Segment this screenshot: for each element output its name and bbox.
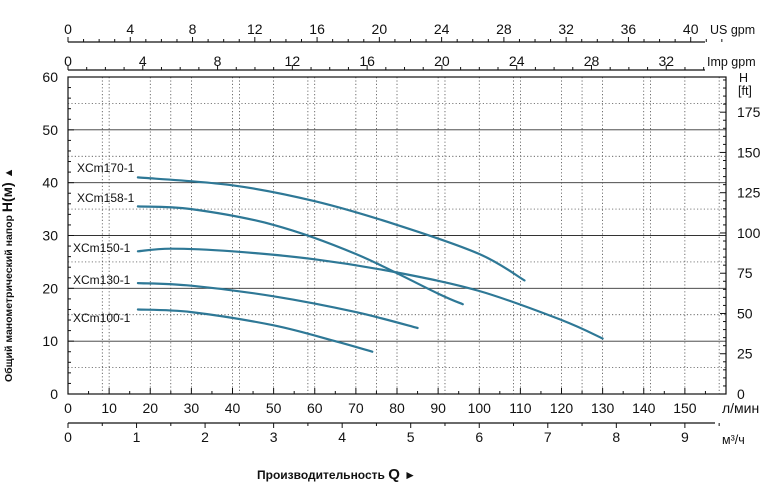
series-label-xcm158-1: XCm158-1 bbox=[77, 191, 135, 205]
us-gpm-tick-label: 28 bbox=[496, 21, 512, 37]
imp-gpm-unit-label: Imp gpm bbox=[707, 55, 756, 69]
m3h-tick-label: 9 bbox=[681, 429, 689, 445]
ft-axis-tick-label: 175 bbox=[737, 104, 761, 120]
curve-xcm100-1 bbox=[136, 308, 374, 353]
us-gpm-tick-label: 20 bbox=[372, 21, 388, 37]
x-axis-tick-label: 0 bbox=[64, 400, 72, 416]
x-axis-tick-label: 40 bbox=[225, 400, 241, 416]
imp-gpm-tick-label: 20 bbox=[434, 53, 450, 69]
x-axis-tick-label: 110 bbox=[509, 400, 532, 416]
imp-gpm-tick-label: 24 bbox=[509, 53, 525, 69]
x-axis-tick-label: 90 bbox=[430, 400, 446, 416]
x-axis-tick-label: 30 bbox=[184, 400, 200, 416]
us-gpm-tick-label: 32 bbox=[558, 21, 574, 37]
y-axis-tick-label: 30 bbox=[42, 228, 58, 244]
imp-gpm-tick-label: 32 bbox=[658, 53, 674, 69]
curve-xcm170-1 bbox=[136, 176, 526, 282]
ft-axis-tick-label: 150 bbox=[737, 144, 761, 160]
x-axis-unit-label: л/мин bbox=[722, 400, 759, 416]
y-axis-tick-label: 20 bbox=[42, 280, 58, 296]
imp-gpm-tick-label: 8 bbox=[214, 53, 222, 69]
y-axis-tick-label: 60 bbox=[42, 69, 58, 85]
y-axis-tick-label: 0 bbox=[50, 386, 58, 402]
x-axis-tick-label: 20 bbox=[142, 400, 158, 416]
x-axis-tick-label: 150 bbox=[673, 400, 697, 416]
series-label-xcm170-1: XCm170-1 bbox=[77, 161, 135, 175]
ft-axis-tick-label: 75 bbox=[737, 265, 753, 281]
x-axis-tick-label: 140 bbox=[632, 400, 656, 416]
us-gpm-tick-label: 36 bbox=[621, 21, 637, 37]
us-gpm-unit-label: US gpm bbox=[710, 23, 755, 37]
us-gpm-tick-label: 8 bbox=[189, 21, 197, 37]
x-axis-tick-label: 80 bbox=[389, 400, 405, 416]
imp-gpm-tick-label: 16 bbox=[359, 53, 375, 69]
ft-axis-tick-label: 50 bbox=[737, 305, 753, 321]
series-label-xcm100-1: XCm100-1 bbox=[73, 311, 131, 325]
y-axis-tick-label: 10 bbox=[42, 333, 58, 349]
imp-gpm-tick-label: 4 bbox=[139, 53, 147, 69]
x-axis-tick-label: 50 bbox=[266, 400, 282, 416]
y-axis-title: Общий манометрический напор H(м) ▲ bbox=[0, 168, 15, 382]
imp-gpm-tick-label: 28 bbox=[584, 53, 600, 69]
x-axis-tick-label: 10 bbox=[101, 400, 117, 416]
curve-xcm158-1 bbox=[136, 205, 464, 306]
ft-axis-tick-label: 0 bbox=[737, 386, 745, 402]
m3h-tick-label: 4 bbox=[338, 429, 346, 445]
us-gpm-tick-label: 40 bbox=[683, 21, 699, 37]
m3h-tick-label: 8 bbox=[612, 429, 620, 445]
x-axis-tick-label: 130 bbox=[591, 400, 615, 416]
x-axis-tick-label: 70 bbox=[348, 400, 364, 416]
ft-axis-unit-label: H bbox=[739, 71, 748, 85]
x-axis-tick-label: 60 bbox=[307, 400, 323, 416]
us-gpm-tick-label: 12 bbox=[247, 21, 263, 37]
imp-gpm-tick-label: 12 bbox=[285, 53, 301, 69]
m3h-unit-label: м³/ч bbox=[722, 433, 745, 447]
imp-gpm-tick-label: 0 bbox=[64, 53, 72, 69]
ft-axis-tick-label: 125 bbox=[737, 185, 761, 201]
m3h-tick-label: 3 bbox=[270, 429, 278, 445]
us-gpm-tick-label: 16 bbox=[309, 21, 325, 37]
m3h-tick-label: 7 bbox=[544, 429, 552, 445]
y-axis-tick-label: 40 bbox=[42, 175, 58, 191]
m3h-tick-label: 2 bbox=[201, 429, 209, 445]
y-axis-tick-label: 50 bbox=[42, 122, 58, 138]
series-label-xcm130-1: XCm130-1 bbox=[73, 273, 131, 287]
us-gpm-tick-label: 24 bbox=[434, 21, 450, 37]
us-gpm-tick-label: 4 bbox=[126, 21, 134, 37]
ft-axis-unit-label: [ft] bbox=[738, 84, 752, 98]
ft-axis-tick-label: 25 bbox=[737, 346, 753, 362]
m3h-tick-label: 5 bbox=[407, 429, 415, 445]
ft-axis-tick-label: 100 bbox=[737, 225, 761, 241]
m3h-tick-label: 6 bbox=[475, 429, 483, 445]
curve-xcm150-1 bbox=[136, 247, 604, 340]
x-axis-tick-label: 100 bbox=[468, 400, 492, 416]
series-label-xcm150-1: XCm150-1 bbox=[73, 241, 131, 255]
curve-xcm130-1 bbox=[136, 282, 419, 330]
m3h-tick-label: 0 bbox=[64, 429, 72, 445]
x-axis-title: Производительность Q ► bbox=[257, 466, 416, 483]
m3h-tick-label: 1 bbox=[133, 429, 141, 445]
us-gpm-tick-label: 0 bbox=[64, 21, 72, 37]
x-axis-tick-label: 120 bbox=[550, 400, 574, 416]
